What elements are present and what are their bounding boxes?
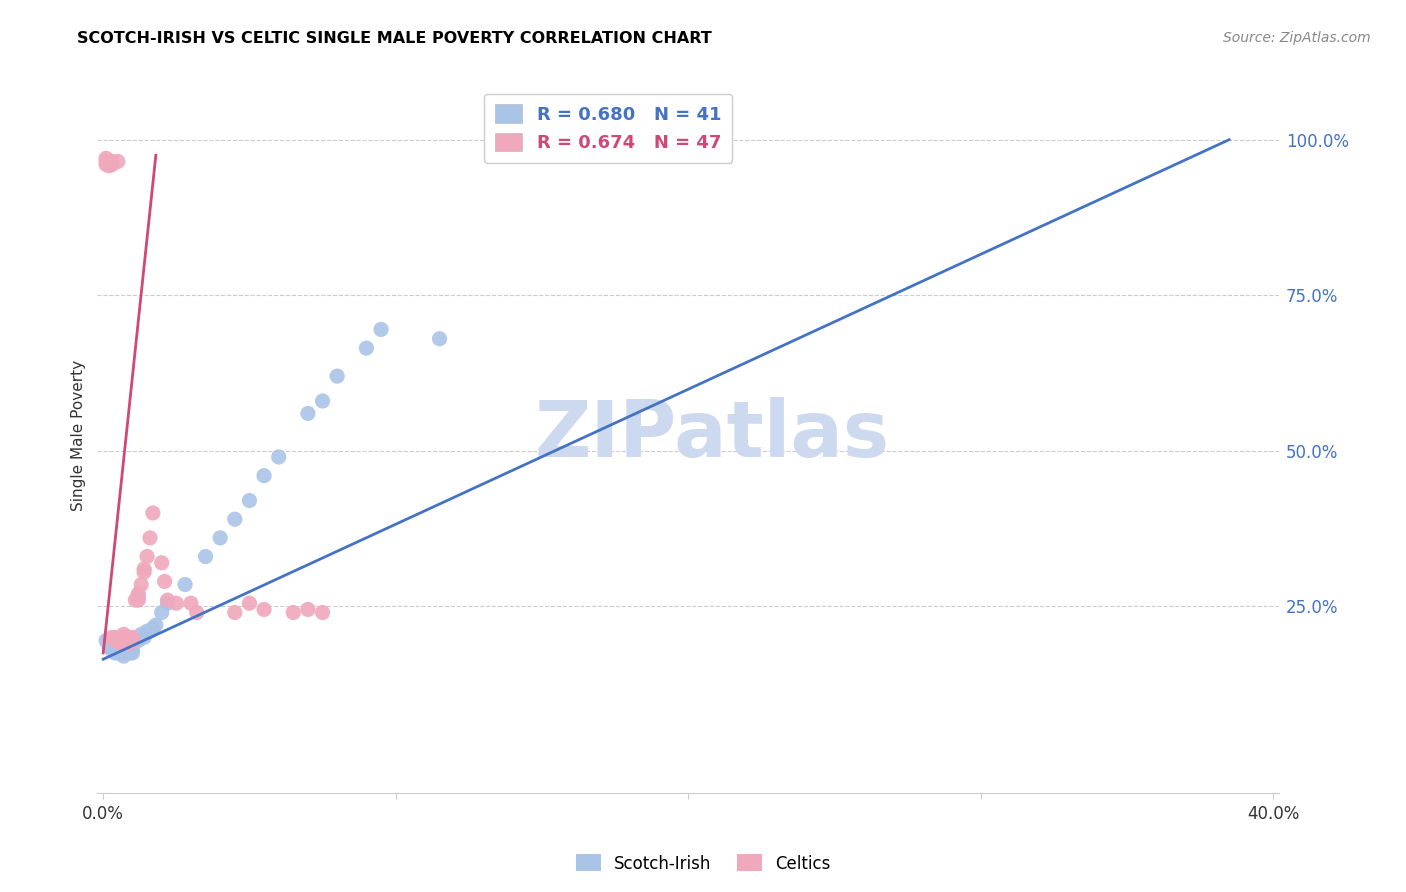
Point xyxy=(156,596,179,610)
Point xyxy=(127,593,149,607)
Point xyxy=(134,565,156,579)
Point xyxy=(224,606,246,620)
Point xyxy=(356,341,378,355)
Point xyxy=(110,637,132,651)
Legend: Scotch-Irish, Celtics: Scotch-Irish, Celtics xyxy=(569,847,837,880)
Point xyxy=(129,577,152,591)
Point xyxy=(94,154,117,169)
Point xyxy=(139,531,162,545)
Point xyxy=(297,602,319,616)
Point xyxy=(297,406,319,420)
Point xyxy=(104,640,127,654)
Point xyxy=(165,596,187,610)
Point xyxy=(186,606,208,620)
Point xyxy=(311,606,333,620)
Point xyxy=(101,643,124,657)
Point xyxy=(94,157,117,171)
Point xyxy=(110,631,132,645)
Point xyxy=(253,602,276,616)
Point xyxy=(370,322,392,336)
Text: SCOTCH-IRISH VS CELTIC SINGLE MALE POVERTY CORRELATION CHART: SCOTCH-IRISH VS CELTIC SINGLE MALE POVER… xyxy=(77,31,711,46)
Point xyxy=(180,596,202,610)
Point xyxy=(115,643,138,657)
Point xyxy=(110,646,132,660)
Point xyxy=(156,593,179,607)
Point xyxy=(115,633,138,648)
Point xyxy=(209,531,232,545)
Point xyxy=(121,643,143,657)
Point xyxy=(107,154,129,169)
Point xyxy=(104,633,127,648)
Point xyxy=(101,154,124,169)
Point xyxy=(136,549,159,564)
Point xyxy=(101,157,124,171)
Point xyxy=(326,369,349,384)
Legend: R = 0.680   N = 41, R = 0.674   N = 47: R = 0.680 N = 41, R = 0.674 N = 47 xyxy=(485,94,733,163)
Point xyxy=(150,556,173,570)
Point xyxy=(127,587,149,601)
Point xyxy=(124,633,146,648)
Point xyxy=(98,157,121,171)
Point xyxy=(112,627,135,641)
Point xyxy=(127,590,149,604)
Point xyxy=(118,646,141,660)
Point xyxy=(127,633,149,648)
Y-axis label: Single Male Poverty: Single Male Poverty xyxy=(72,359,86,511)
Point xyxy=(139,624,162,639)
Point xyxy=(134,631,156,645)
Point xyxy=(98,159,121,173)
Point xyxy=(98,154,121,169)
Point xyxy=(174,577,197,591)
Point xyxy=(145,618,167,632)
Point xyxy=(129,627,152,641)
Point xyxy=(112,649,135,664)
Point xyxy=(238,493,260,508)
Point xyxy=(121,633,143,648)
Point xyxy=(115,646,138,660)
Point xyxy=(121,646,143,660)
Point xyxy=(124,593,146,607)
Point xyxy=(101,637,124,651)
Point xyxy=(112,633,135,648)
Point xyxy=(118,631,141,645)
Point xyxy=(224,512,246,526)
Point xyxy=(142,506,165,520)
Point xyxy=(153,574,176,589)
Point xyxy=(104,646,127,660)
Point xyxy=(283,606,305,620)
Point xyxy=(136,624,159,639)
Point xyxy=(98,640,121,654)
Point xyxy=(150,606,173,620)
Point xyxy=(107,633,129,648)
Point xyxy=(134,562,156,576)
Text: Source: ZipAtlas.com: Source: ZipAtlas.com xyxy=(1223,31,1371,45)
Point xyxy=(107,646,129,660)
Point xyxy=(110,633,132,648)
Point xyxy=(101,631,124,645)
Point xyxy=(112,646,135,660)
Point xyxy=(142,621,165,635)
Point xyxy=(253,468,276,483)
Point xyxy=(104,631,127,645)
Point xyxy=(429,332,451,346)
Point xyxy=(94,633,117,648)
Point xyxy=(194,549,217,564)
Point xyxy=(238,596,260,610)
Point xyxy=(121,631,143,645)
Point xyxy=(110,643,132,657)
Point xyxy=(267,450,290,464)
Point xyxy=(107,643,129,657)
Point xyxy=(94,151,117,165)
Point xyxy=(118,637,141,651)
Point xyxy=(115,631,138,645)
Point xyxy=(107,631,129,645)
Point xyxy=(311,394,333,409)
Text: ZIPatlas: ZIPatlas xyxy=(534,397,889,474)
Point xyxy=(98,633,121,648)
